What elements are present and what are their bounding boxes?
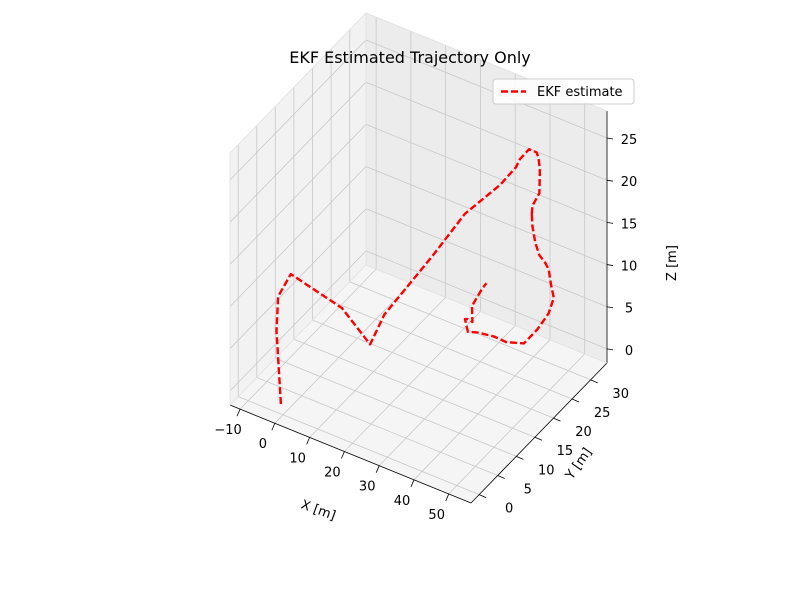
y-tick-mark (590, 379, 598, 384)
x-tick-label: 30 (359, 480, 376, 495)
x-tick-label: 0 (259, 437, 267, 452)
legend-label-ekf-estimate: EKF estimate (537, 85, 623, 100)
z-tick-mark (606, 137, 614, 140)
z-tick-label: 10 (621, 260, 638, 275)
legend-box (492, 78, 635, 105)
x-tick-mark (236, 408, 241, 417)
z-tick-mark (606, 179, 614, 182)
x-tick-label: 40 (394, 494, 411, 509)
x-tick-mark (445, 493, 450, 502)
x-tick-label: −10 (214, 423, 241, 438)
x-tick-label: 10 (289, 451, 306, 466)
pane-edge-top (229, 12, 608, 405)
x-axis-line (229, 404, 472, 504)
z-tick-label: 15 (621, 217, 638, 232)
z-axis-label: Z [m] (665, 245, 680, 281)
z-tick-mark (606, 306, 614, 309)
y-tick-mark (497, 475, 505, 479)
chart-title: EKF Estimated Trajectory Only (289, 48, 531, 67)
y-tick-mark (534, 436, 543, 441)
pane-left-wall (230, 13, 366, 405)
series-line-ekf-estimate (275, 147, 555, 405)
axis-lines (229, 12, 608, 504)
x-tick-mark (341, 451, 345, 459)
y-tick-label: 25 (594, 406, 611, 421)
z-tick-label: 0 (625, 344, 633, 359)
y-tick-label: 20 (575, 425, 592, 440)
x-tick-mark (306, 437, 311, 445)
x-tick-mark (375, 465, 380, 473)
y-tick-label: 10 (538, 463, 555, 478)
x-tick-mark (410, 479, 415, 487)
y-tick-label: 30 (612, 387, 629, 402)
legend: EKF estimate (492, 78, 635, 105)
y-tick-mark (553, 417, 561, 422)
z-tick-mark (606, 264, 614, 266)
x-tick-mark (271, 423, 276, 431)
y-tick-mark (516, 455, 524, 460)
z-tick-label: 20 (621, 175, 638, 190)
y-tick-mark (479, 494, 487, 498)
y-tick-label: 5 (524, 483, 532, 498)
z-tick-mark (606, 348, 614, 351)
data-series (275, 147, 555, 405)
y-tick-label: 15 (557, 444, 574, 459)
x-tick-label: 20 (324, 466, 341, 481)
z-tick-label: 5 (625, 302, 633, 317)
z-tick-label: 25 (621, 133, 638, 148)
y-tick-label: 0 (505, 502, 513, 517)
y-axis-line (470, 362, 608, 504)
z-tick-mark (606, 221, 614, 224)
y-tick-mark (571, 398, 580, 403)
x-tick-label: 50 (428, 508, 445, 523)
